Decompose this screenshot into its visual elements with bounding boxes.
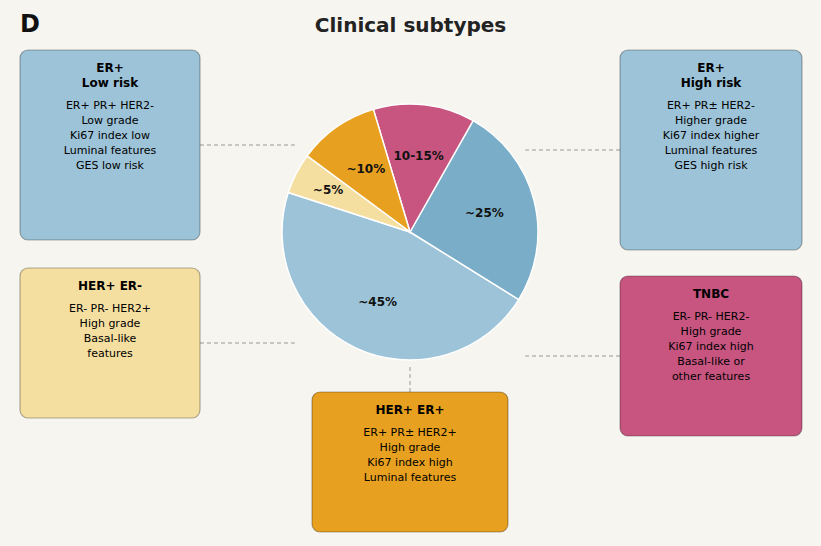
slice-label: ~10% — [346, 162, 385, 176]
info-box-frame — [620, 50, 802, 250]
slice-label: ~25% — [465, 206, 504, 220]
slice-label: 10-15% — [393, 149, 443, 163]
info-box: HER+ ER- ER- PR- HER2+ High grade Basal-lik… — [20, 268, 200, 418]
info-box-title-line: Low risk — [82, 76, 139, 90]
info-box-text-line: Luminal features — [364, 471, 457, 484]
info-box: HER+ ER+ ER+ PR± HER2+ High grade Ki67 inde… — [312, 392, 508, 532]
info-box-text-line: Basal-like or — [677, 355, 745, 368]
connector — [525, 150, 620, 151]
info-box-text-line: ER- PR- HER2+ — [69, 302, 151, 315]
info-box-text-line: ER- PR- HER2- — [673, 310, 750, 323]
info-box-frame — [20, 268, 200, 418]
info-box-title-line: ER+ — [96, 61, 124, 75]
info-box-text-line: ER+ PR± HER2+ — [363, 426, 456, 439]
info-box-text-line: Basal-like — [84, 332, 137, 345]
info-box-frame — [20, 50, 200, 240]
info-box-text: ER- PR- HER2- High grade Ki67 index high Ba… — [668, 310, 753, 383]
info-box-title: ER+Low risk — [82, 61, 139, 90]
slice-label: ~5% — [313, 183, 343, 197]
info-box-text-line: Luminal features — [665, 144, 758, 157]
connector — [525, 356, 620, 357]
info-box-text: ER+ PR+ HER2- Low grade Ki67 index low Lumi… — [64, 99, 157, 172]
pie-slice — [288, 156, 410, 232]
info-box-text-line: Ki67 index high — [668, 340, 753, 353]
info-box-text-line: ER+ PR+ HER2- — [66, 99, 154, 112]
info-box-title-line: HER+ ER+ — [375, 403, 444, 417]
info-box-title: ER+High risk — [681, 61, 743, 90]
background — [0, 0, 821, 546]
pie — [282, 104, 538, 360]
info-box-text-line: Low grade — [81, 114, 138, 127]
chart: Clinical subtypes~45%~25%10-15%~10%~5%DE… — [0, 0, 821, 546]
info-box-text-line: High grade — [380, 441, 441, 454]
connector — [410, 364, 411, 392]
info-box-title: HER+ ER+ — [375, 403, 444, 417]
info-box-text-line: GES high risk — [674, 159, 748, 172]
info-box-text: ER- PR- HER2+ High grade Basal-like feature… — [69, 302, 151, 360]
info-box: ER+Low risk ER+ PR+ HER2- Low grade Ki67 in… — [20, 50, 200, 240]
connector — [200, 145, 295, 146]
info-box-frame — [312, 392, 508, 532]
info-box-text-line: ER+ PR± HER2- — [667, 99, 755, 112]
info-box-title-line: ER+ — [697, 61, 725, 75]
info-box-title: TNBC — [693, 287, 729, 301]
info-box-text-line: GES low risk — [76, 159, 145, 172]
slice-label: ~45% — [358, 295, 397, 309]
slice-labels: ~45% ~25% 10-15% ~10%~5% — [313, 149, 504, 309]
info-box-text-line: Ki67 index higher — [663, 129, 760, 142]
info-box-title: HER+ ER- — [78, 279, 142, 293]
info-box-title-line: High risk — [681, 76, 743, 90]
info-box: ER+High risk ER+ PR± HER2- Higher grade Ki6… — [620, 50, 802, 250]
info-box-text: ER+ PR± HER2+ High grade Ki67 index high Lu… — [363, 426, 456, 484]
info-box-frame — [620, 276, 802, 436]
info-box-text-line: other features — [672, 370, 751, 383]
panel-label: D — [20, 10, 40, 38]
info-box-text: ER+ PR± HER2- Higher grade Ki67 index high… — [663, 99, 760, 172]
info-box-title-line: HER+ ER- — [78, 279, 142, 293]
info-box-text-line: Luminal features — [64, 144, 157, 157]
info-box-text-line: Ki67 index low — [70, 129, 150, 142]
info-box-text-line: High grade — [681, 325, 742, 338]
info-box: TNBC ER- PR- HER2- High grade Ki67 index hi… — [620, 276, 802, 436]
info-box-text-line: Ki67 index high — [367, 456, 452, 469]
info-box-title-line: TNBC — [693, 287, 729, 301]
title: Clinical subtypes — [315, 13, 507, 37]
info-box-text-line: High grade — [80, 317, 141, 330]
connector — [200, 343, 295, 344]
info-box-text-line: Higher grade — [675, 114, 747, 127]
info-box-text-line: features — [87, 347, 133, 360]
